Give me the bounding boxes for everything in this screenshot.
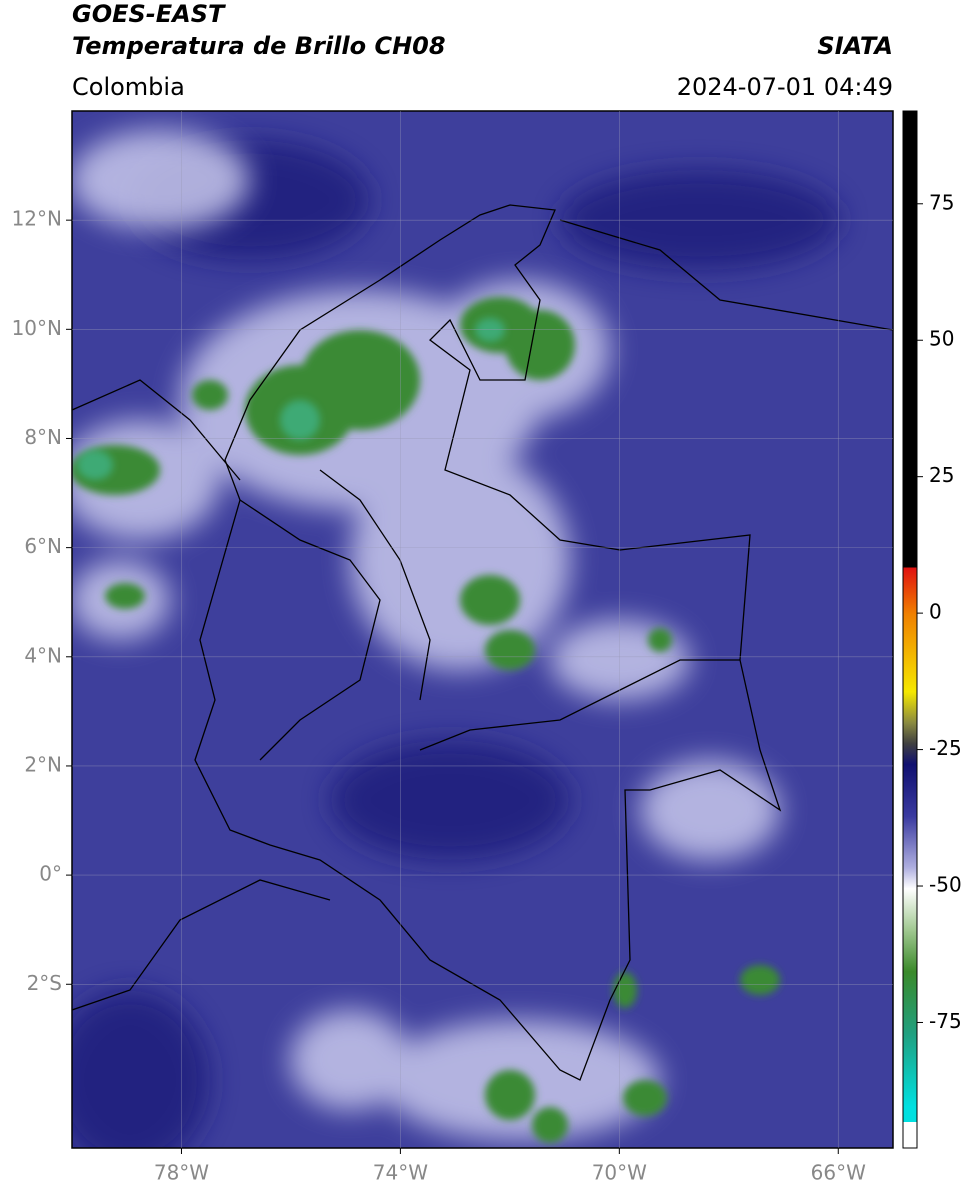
datetime: 2024-07-01 04:49 [677,73,893,101]
colorbar-label: 75 [929,190,954,214]
colorbar-label: 50 [929,327,954,351]
y-tick-label: 0° [39,862,62,886]
region: Colombia [72,73,185,101]
x-tick-label: 66°W [811,1161,866,1185]
y-tick-label: 8°N [24,425,62,449]
y-tick-label: 6°N [24,534,62,558]
colorbar-label: -50 [929,873,962,897]
subtitle: Temperatura de Brillo CH08 [72,32,446,60]
x-tick-label: 78°W [154,1161,209,1185]
y-tick-label: 10°N [12,316,62,340]
y-tick-label: 2°N [24,752,62,776]
colorbar [902,110,918,1149]
title: GOES-EAST [72,0,226,28]
x-tick-label: 74°W [373,1161,428,1185]
colorbar-label: -75 [929,1009,962,1033]
map-frame [71,110,894,1149]
map-image [72,111,893,1148]
colorbar-label: 25 [929,463,954,487]
source: SIATA [817,32,893,60]
y-tick-label: 4°N [24,643,62,667]
y-tick-label: 2°S [27,971,62,995]
x-tick-label: 70°W [592,1161,647,1185]
colorbar-label: -25 [929,736,962,760]
colorbar-label: 0 [929,600,942,624]
y-tick-label: 12°N [12,207,62,231]
